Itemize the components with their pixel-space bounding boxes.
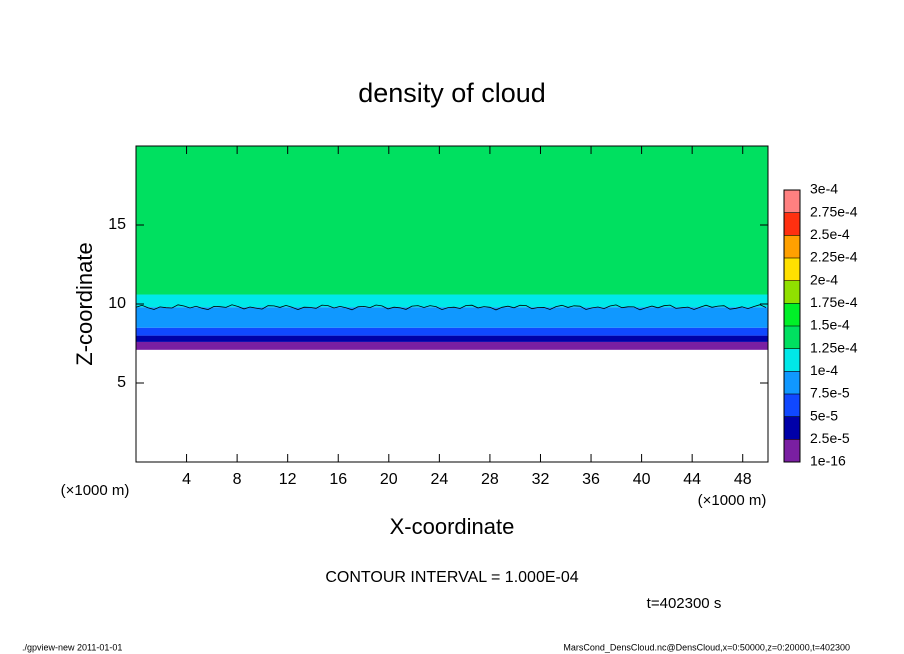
x-tick-label: 12 [279, 471, 297, 488]
chart-title: density of cloud [358, 78, 546, 108]
x-tick-label: 20 [380, 471, 398, 488]
colorbar-label: 2.5e-5 [810, 430, 850, 446]
footer-right: MarsCond_DensCloud.nc@DensCloud,x=0:5000… [563, 642, 850, 652]
x-tick-label: 32 [532, 471, 550, 488]
colorbar-label: 1.5e-4 [810, 317, 850, 333]
x-tick-label: 8 [233, 471, 242, 488]
x-tick-label: 48 [734, 471, 752, 488]
x-tick-label: 4 [182, 471, 191, 488]
footer-left: ./gpview-new 2011-01-01 [22, 642, 122, 652]
x-tick-label: 24 [430, 471, 448, 488]
colorbar-box [784, 258, 800, 281]
contour-band [136, 341, 768, 350]
y-axis-label: Z-coordinate [72, 242, 97, 366]
colorbar-label: 1e-16 [810, 453, 846, 469]
colorbar-label: 7.5e-5 [810, 385, 850, 401]
contour-interval: CONTOUR INTERVAL = 1.000E-04 [325, 569, 578, 586]
x-tick-label: 28 [481, 471, 499, 488]
colorbar-box [784, 212, 800, 236]
contour-line [135, 304, 767, 311]
colorbar-label: 2.25e-4 [810, 249, 858, 265]
colorbar-box [784, 439, 800, 462]
contour-band [136, 327, 768, 336]
colorbar-label: 5e-5 [810, 407, 838, 423]
x-unit: (×1000 m) [61, 482, 130, 499]
colorbar-label: 1e-4 [810, 362, 838, 378]
colorbar-box [784, 348, 800, 372]
time-label: t=402300 s [647, 595, 722, 612]
colorbar-label: 3e-4 [810, 181, 838, 197]
contour-band [136, 335, 768, 342]
colorbar-box [784, 326, 800, 349]
colorbar-box [784, 416, 800, 440]
y-tick-label: 5 [117, 374, 126, 391]
colorbar-label: 2e-4 [810, 271, 838, 287]
x-tick-label: 36 [582, 471, 600, 488]
colorbar-label: 2.75e-4 [810, 203, 858, 219]
colorbar-label: 1.75e-4 [810, 294, 858, 310]
x-axis-label: X-coordinate [390, 514, 515, 539]
contour-band [136, 307, 768, 328]
colorbar-box [784, 280, 800, 304]
contour-band [136, 146, 768, 295]
x-tick-label: 40 [633, 471, 651, 488]
x-tick-label: 16 [329, 471, 347, 488]
contour-band [136, 294, 768, 308]
y-tick-label: 10 [108, 295, 126, 312]
y-tick-label: 15 [108, 216, 126, 233]
colorbar-label: 1.25e-4 [810, 339, 858, 355]
colorbar-box [784, 371, 800, 394]
x-tick-label: 44 [683, 471, 701, 488]
colorbar-box [784, 303, 800, 326]
colorbar-box [784, 190, 800, 213]
colorbar-box [784, 235, 800, 258]
colorbar-label: 2.5e-4 [810, 226, 850, 242]
colorbar-box [784, 394, 800, 417]
x-unit: (×1000 m) [698, 492, 767, 509]
